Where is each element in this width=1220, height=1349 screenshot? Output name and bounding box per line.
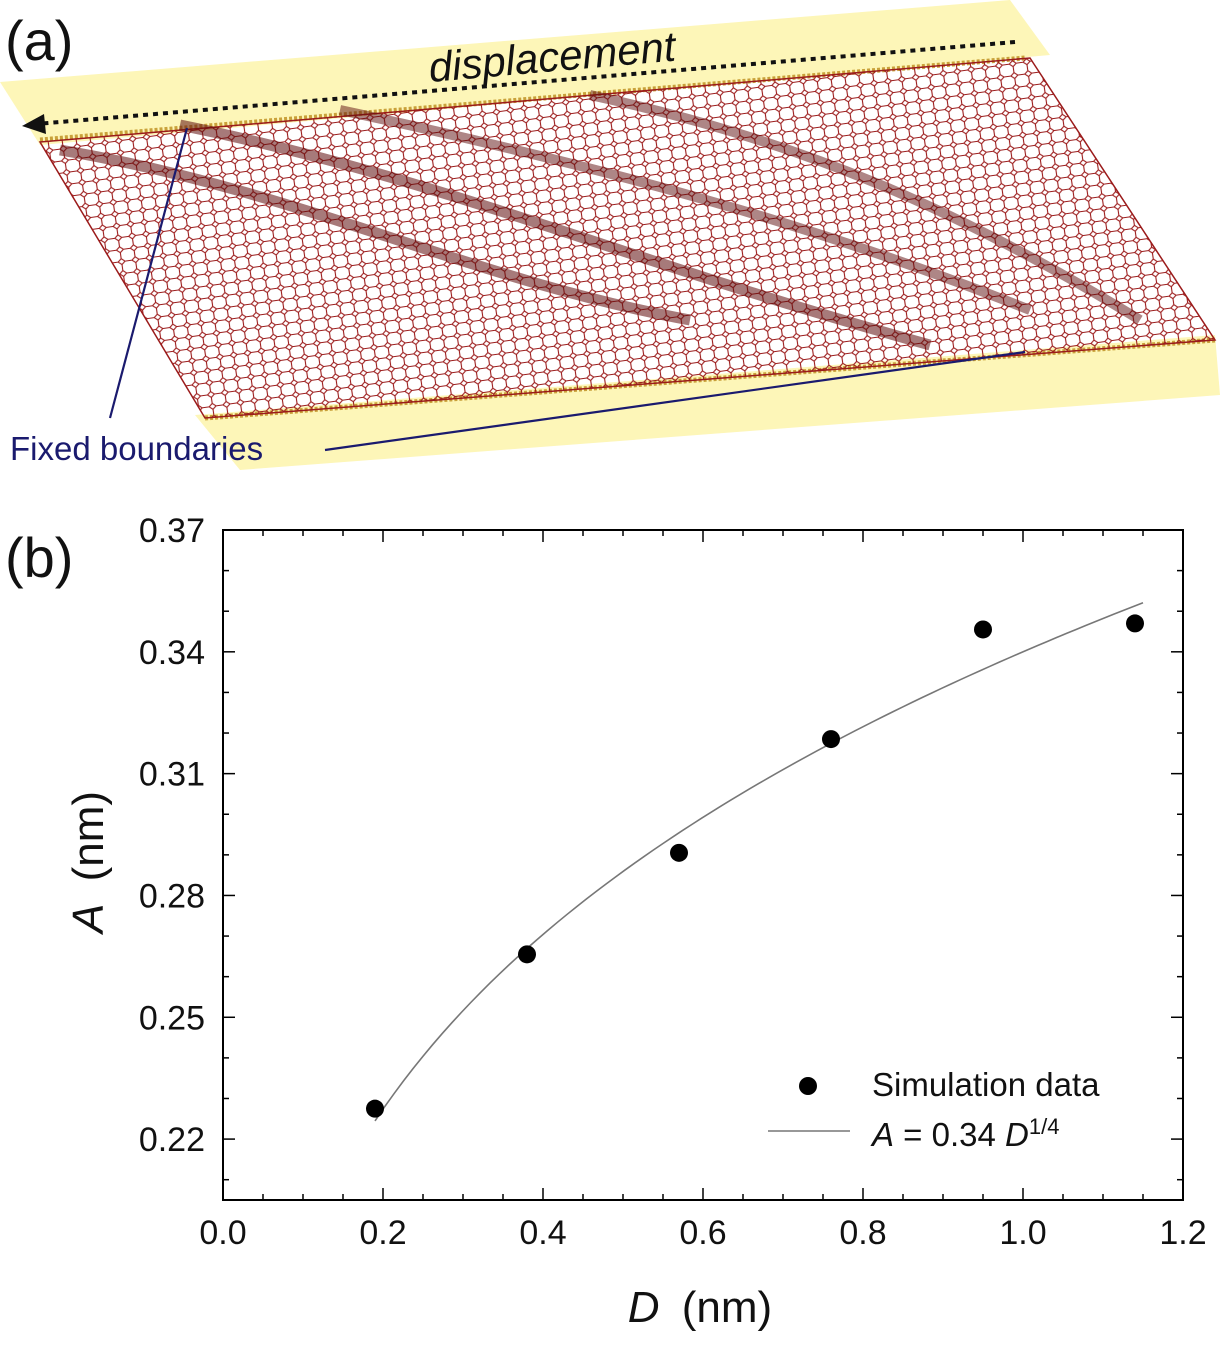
x-tick-label: 0.6 xyxy=(679,1214,726,1252)
legend: Simulation data A = 0.34 D1/4 xyxy=(768,1066,1100,1153)
displacement-arrowhead xyxy=(22,114,46,134)
amplitude-chart: 0.0 0.2 0.4 0.6 0.8 1.0 1.2 0.220.250.280.310.… xyxy=(64,512,1207,1332)
data-point xyxy=(1126,614,1144,633)
panel-b-label: (b) xyxy=(5,526,74,589)
data-point xyxy=(518,945,536,964)
y-tick-label: 0.37 xyxy=(139,512,205,550)
data-point xyxy=(974,620,992,639)
x-axis-var: D xyxy=(628,1283,660,1332)
y-tick-labels: 0.22 0.25 0.28 0.31 0.34 0.37 xyxy=(139,512,205,1159)
data-point xyxy=(670,843,688,862)
legend-fit-var2: D xyxy=(1005,1116,1029,1153)
x-tick-labels: 0.0 0.2 0.4 0.6 0.8 1.0 1.2 xyxy=(199,1214,1206,1252)
y-tick-label: 0.22 xyxy=(139,1121,205,1159)
annotation-line-bottom xyxy=(324,350,1026,452)
x-axis-title: D (nm) xyxy=(628,1283,772,1332)
fixed-boundaries-label: Fixed boundaries xyxy=(10,430,264,467)
y-tick-label: 0.34 xyxy=(139,634,205,672)
wrinkle-2 xyxy=(178,119,932,351)
y-axis-title: A (nm) xyxy=(64,791,113,936)
wrinkle-3 xyxy=(338,105,1032,315)
x-axis-unit: (nm) xyxy=(682,1283,772,1332)
x-tick-label: 1.2 xyxy=(1159,1214,1206,1252)
plot-frame xyxy=(222,529,1184,1201)
legend-points-label: Simulation data xyxy=(872,1066,1100,1103)
y-axis-unit: (nm) xyxy=(64,791,113,881)
panel-a-label: (a) xyxy=(5,9,74,72)
wrinkle-4 xyxy=(588,90,1143,325)
x-tick-label: 0.0 xyxy=(199,1214,246,1252)
data-points xyxy=(366,614,1144,1118)
x-tick-label: 0.8 xyxy=(839,1214,886,1252)
legend-fit-eq: = 0.34 xyxy=(894,1116,1005,1153)
top-fixed-boundary xyxy=(0,0,1050,145)
data-point xyxy=(366,1099,384,1118)
y-axis-var: A xyxy=(64,904,113,936)
wrinkle-1 xyxy=(59,144,691,326)
graphene-illustration: displacement xyxy=(0,0,1220,470)
displacement-arrow xyxy=(35,40,1016,126)
legend-fit-label: A = 0.34 D1/4 xyxy=(870,1114,1059,1153)
panel-a: displacement (a) Fixed boundaries xyxy=(0,0,1220,495)
y-tick-label: 0.31 xyxy=(139,756,205,794)
panel-b: (b) 0.0 0.2 0.4 0.6 0.8 1.0 1.2 0.22 0.25 0.28 0.… xyxy=(0,490,1220,1349)
bottom-fixed-boundary xyxy=(195,335,1220,470)
graphene-sheet xyxy=(38,57,1217,419)
x-tick-label: 0.2 xyxy=(359,1214,406,1252)
y-tick-label: 0.25 xyxy=(139,999,205,1037)
legend-fit-var: A xyxy=(870,1116,894,1153)
y-tick-label: 0.28 xyxy=(139,877,205,915)
legend-fit-exp: 1/4 xyxy=(1029,1114,1060,1139)
annotation-line-top xyxy=(108,127,189,419)
fit-curve xyxy=(374,601,1144,1122)
data-point xyxy=(822,730,840,749)
x-tick-label: 0.4 xyxy=(519,1214,566,1252)
x-tick-label: 1.0 xyxy=(999,1214,1046,1252)
legend-point-marker xyxy=(799,1077,817,1095)
